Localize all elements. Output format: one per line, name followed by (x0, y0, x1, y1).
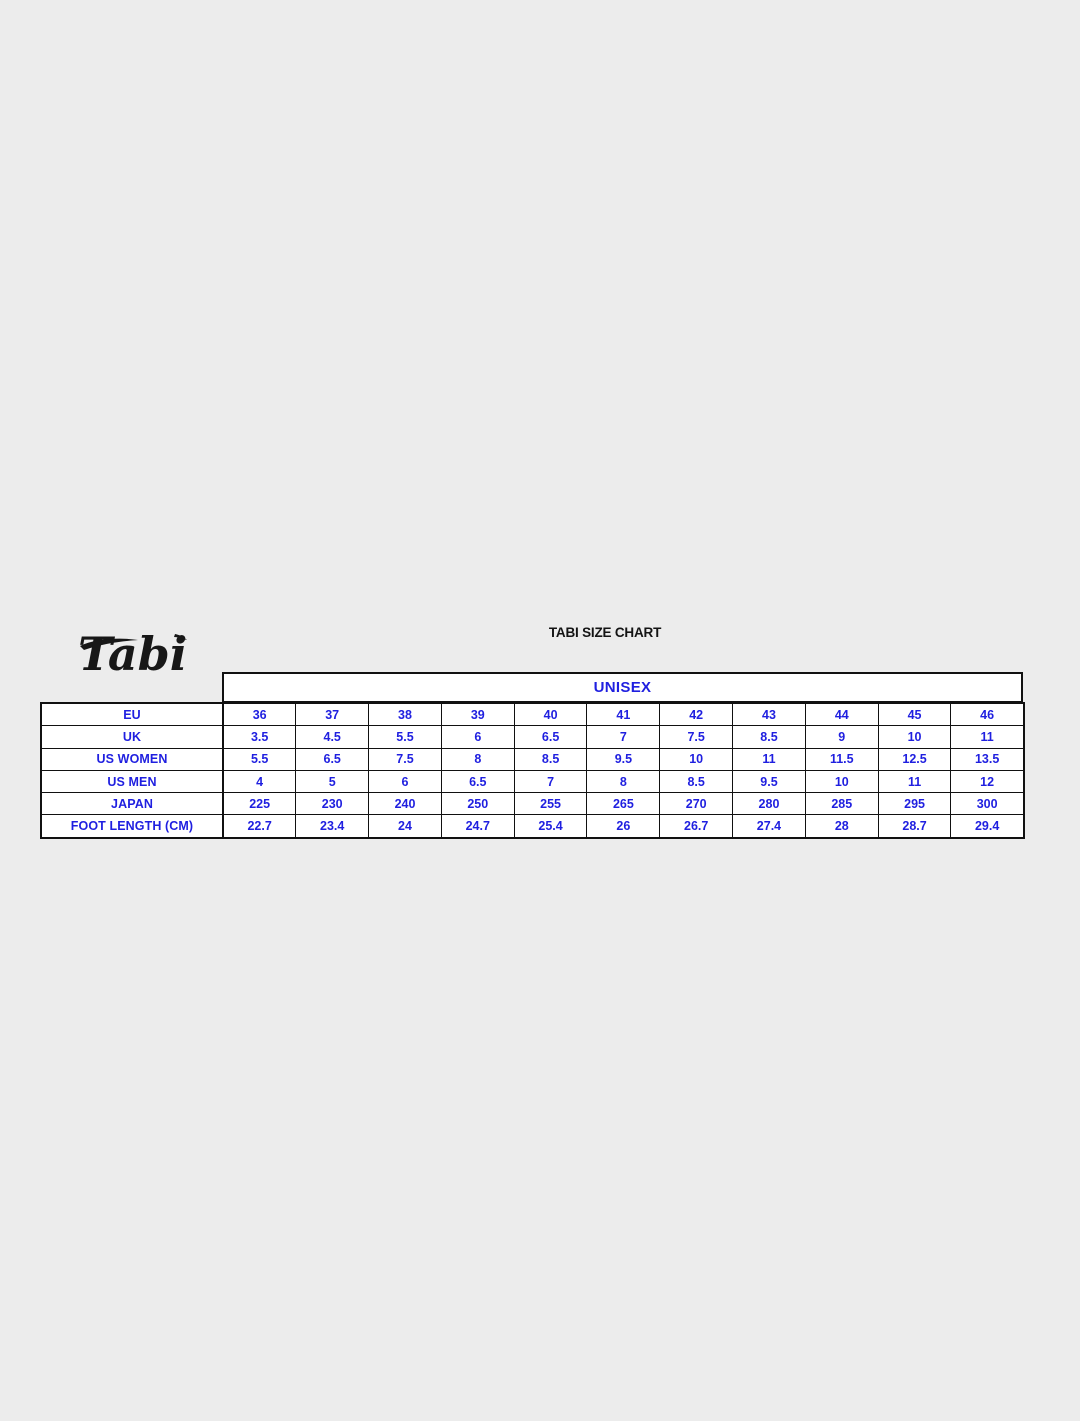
brand-logo: Tabi (74, 620, 194, 684)
row-label-uk: UK (41, 725, 224, 749)
cell: 24 (368, 814, 442, 838)
logo-accent-mark (174, 634, 187, 640)
row-label-japan: JAPAN (41, 792, 224, 816)
cell: 7.5 (368, 747, 442, 771)
cell: 6.5 (513, 725, 588, 749)
cell: 11.5 (804, 747, 879, 771)
cell: 9.5 (586, 747, 661, 771)
cell: 45 (877, 703, 952, 727)
cell: 265 (586, 792, 661, 816)
cell: 11 (950, 725, 1024, 749)
cell: 25.4 (513, 814, 588, 838)
cell: 7 (513, 769, 588, 794)
cell: 39 (440, 703, 515, 727)
logo-brush-stroke (80, 638, 138, 650)
cell: 10 (659, 747, 734, 771)
row-label-foot-length: FOOT LENGTH (CM) (41, 814, 224, 838)
row-label-us-women: US WOMEN (41, 747, 224, 771)
cell: 12.5 (877, 747, 952, 771)
cell: 5.5 (222, 747, 297, 771)
cell: 7 (586, 725, 661, 749)
cell: 5 (295, 769, 370, 794)
size-chart: UNISEX EU 36 37 38 39 40 41 42 43 44 45 (40, 672, 1025, 839)
logo-wordmark: Tabi (78, 627, 187, 681)
cell: 285 (804, 792, 879, 816)
cell: 42 (659, 703, 734, 727)
cell: 270 (659, 792, 734, 816)
cell: 28.7 (877, 814, 952, 838)
cell: 44 (804, 703, 879, 727)
cell: 36 (222, 703, 297, 727)
cell: 5.5 (368, 725, 442, 749)
cell: 11 (877, 769, 952, 794)
cell: 29.4 (950, 814, 1024, 838)
cell: 4 (222, 769, 297, 794)
cell: 11 (732, 747, 806, 771)
cell: 8.5 (659, 769, 734, 794)
cell: 7.5 (659, 725, 734, 749)
cell: 10 (877, 725, 952, 749)
cell: 295 (877, 792, 952, 816)
cell: 9 (804, 725, 879, 749)
size-chart-body: EU 36 37 38 39 40 41 42 43 44 45 46 UK 3… (41, 703, 1024, 838)
table-row: US MEN 4 5 6 6.5 7 8 8.5 9.5 10 11 12 (41, 769, 1024, 794)
cell: 28 (804, 814, 879, 838)
table-row: JAPAN 225 230 240 250 255 265 270 280 28… (41, 792, 1024, 816)
size-chart-table: EU 36 37 38 39 40 41 42 43 44 45 46 UK 3… (40, 702, 1025, 839)
table-row: EU 36 37 38 39 40 41 42 43 44 45 46 (41, 703, 1024, 727)
cell: 280 (732, 792, 806, 816)
table-row: US WOMEN 5.5 6.5 7.5 8 8.5 9.5 10 11 11.… (41, 747, 1024, 771)
cell: 255 (513, 792, 588, 816)
cell: 24.7 (440, 814, 515, 838)
group-header-unisex: UNISEX (222, 672, 1023, 703)
cell: 38 (368, 703, 442, 727)
page-title: TABI SIZE CHART (548, 625, 662, 640)
cell: 8 (586, 769, 661, 794)
cell: 46 (950, 703, 1024, 727)
cell: 23.4 (295, 814, 370, 838)
cell: 6 (368, 769, 442, 794)
cell: 43 (732, 703, 806, 727)
cell: 26.7 (659, 814, 734, 838)
row-label-us-men: US MEN (41, 769, 224, 794)
cell: 27.4 (732, 814, 806, 838)
cell: 250 (440, 792, 515, 816)
cell: 8.5 (732, 725, 806, 749)
cell: 3.5 (222, 725, 297, 749)
cell: 37 (295, 703, 370, 727)
cell: 8 (440, 747, 515, 771)
tabi-script-logo-svg: Tabi (78, 627, 187, 681)
cell: 26 (586, 814, 661, 838)
cell: 225 (222, 792, 297, 816)
cell: 4.5 (295, 725, 370, 749)
table-row: FOOT LENGTH (CM) 22.7 23.4 24 24.7 25.4 … (41, 814, 1024, 838)
cell: 12 (950, 769, 1024, 794)
cell: 230 (295, 792, 370, 816)
cell: 40 (513, 703, 588, 727)
group-header-label: UNISEX (593, 679, 652, 696)
cell: 41 (586, 703, 661, 727)
cell: 10 (804, 769, 879, 794)
cell: 6.5 (440, 769, 515, 794)
cell: 6 (440, 725, 515, 749)
row-label-eu: EU (41, 703, 224, 727)
cell: 6.5 (295, 747, 370, 771)
cell: 13.5 (950, 747, 1024, 771)
cell: 9.5 (732, 769, 806, 794)
cell: 8.5 (513, 747, 588, 771)
table-row: UK 3.5 4.5 5.5 6 6.5 7 7.5 8.5 9 10 11 (41, 725, 1024, 749)
cell: 300 (950, 792, 1024, 816)
cell: 240 (368, 792, 442, 816)
cell: 22.7 (222, 814, 297, 838)
